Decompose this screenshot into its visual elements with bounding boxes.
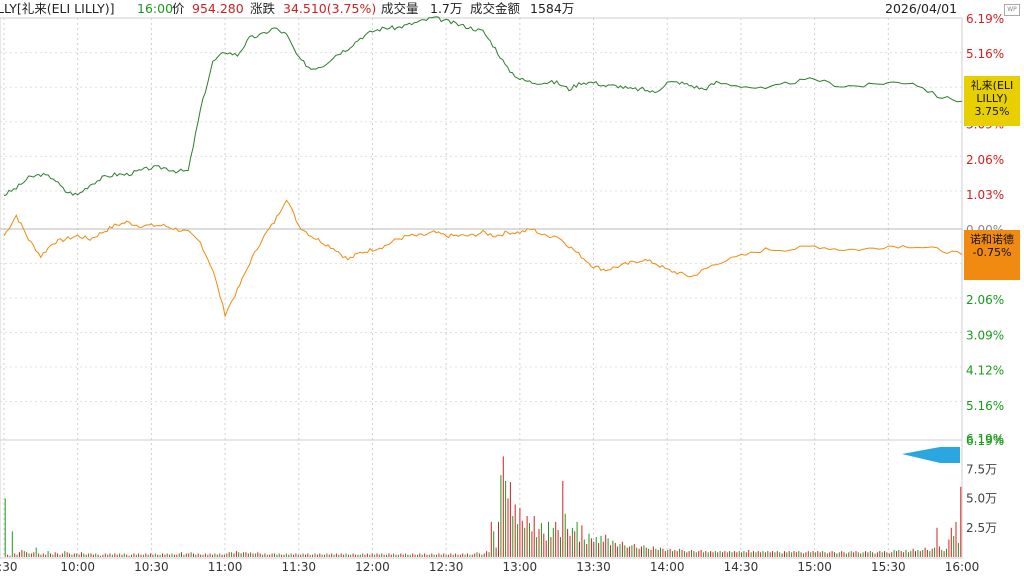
lly-tag-name: 礼来(ELI LILLY): [970, 79, 1014, 105]
y-tick-label: 1.03%: [966, 188, 1004, 202]
x-tick-label: 12:00: [355, 560, 390, 574]
price-value: 954.280: [192, 1, 244, 16]
novo-tag-name: 诺和诺德: [970, 233, 1014, 246]
x-tick-label: 11:00: [208, 560, 243, 574]
x-tick-label: 12:30: [429, 560, 464, 574]
volume-value: 1.7万: [430, 1, 463, 16]
y-tick-label: 3.09%: [966, 328, 1004, 342]
y-tick-label: 5.16%: [966, 399, 1004, 413]
y-tick-label: 6.19%: [966, 432, 1004, 446]
x-tick-label: 15:30: [871, 560, 906, 574]
ticker-label[interactable]: LLY[礼来(ELI LILLY)]: [0, 1, 115, 16]
x-tick-label: 15:00: [797, 560, 832, 574]
y-tick-label: 6.19%: [966, 12, 1004, 26]
quote-header: LLY[礼来(ELI LILLY)] 16:00 价 954.280 涨跌 34…: [0, 0, 1024, 18]
volume-tick-label: 5.0万: [966, 492, 997, 506]
x-tick-label: 13:00: [503, 560, 538, 574]
lly-price-line: [3, 16, 963, 197]
lly-tag-value: 3.75%: [974, 105, 1010, 118]
volume-label: 成交量: [381, 1, 419, 16]
x-tick-label: 9:30: [0, 560, 17, 574]
x-tick-label: 16:00: [945, 560, 980, 574]
y-tick-label: 6.19%: [966, 434, 1004, 448]
x-tick-label: 13:30: [576, 560, 611, 574]
volume-tick-label: 7.5万: [966, 462, 997, 476]
x-tick-label: 14:30: [724, 560, 759, 574]
cursor-marker: [902, 447, 960, 463]
y-tick-label: 5.16%: [966, 47, 1004, 61]
price-label: 价: [172, 1, 185, 16]
lly-series-tag: 礼来(ELI LILLY) 3.75%: [964, 76, 1020, 126]
x-tick-label: 10:30: [134, 560, 169, 574]
y-tick-label: 4.12%: [966, 363, 1004, 377]
x-tick-label: 11:30: [281, 560, 316, 574]
novo-price-line: [3, 199, 963, 318]
volume-tick-label: 2.5万: [966, 521, 997, 535]
novo-tag-value: -0.75%: [972, 246, 1012, 259]
amount-label: 成交金额: [470, 1, 521, 16]
date-value: 2026/04/01: [885, 1, 958, 16]
watermark-icon: WP: [1004, 4, 1020, 16]
plot-frame: [0, 17, 963, 559]
time-value: 16:00: [137, 1, 174, 16]
change-label: 涨跌: [250, 1, 276, 16]
change-value: 34.510(3.75%): [283, 1, 377, 16]
x-tick-label: 10:00: [60, 560, 95, 574]
novo-series-tag: 诺和诺德 -0.75%: [964, 230, 1020, 280]
y-tick-label: 2.06%: [966, 153, 1004, 167]
y-tick-label: 2.06%: [966, 293, 1004, 307]
x-tick-label: 14:00: [650, 560, 685, 574]
amount-value: 1584万: [530, 1, 575, 16]
